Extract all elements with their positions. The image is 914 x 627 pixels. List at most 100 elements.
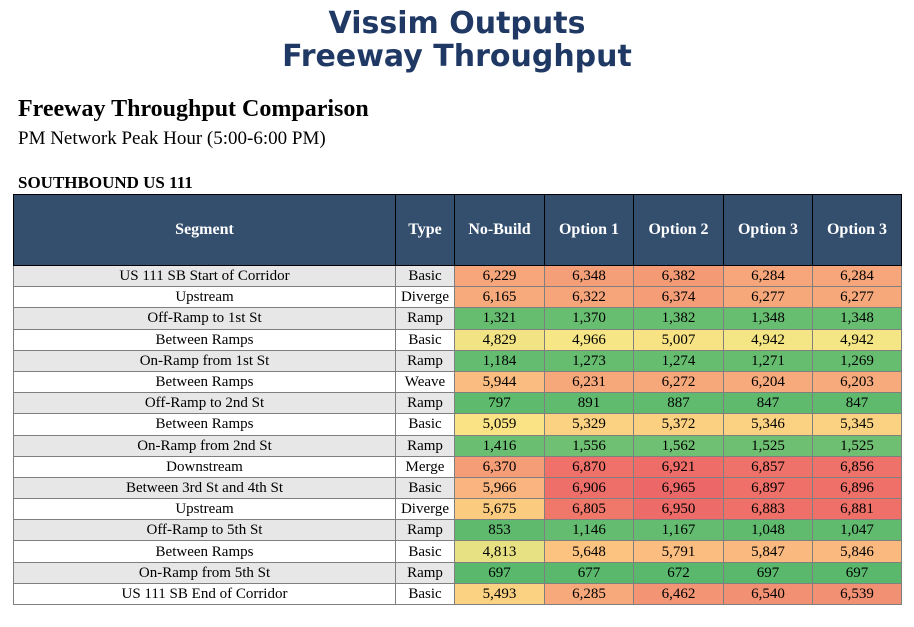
value-cell: 697 [723, 561, 813, 584]
column-header-option-3b: Option 3 [812, 194, 902, 266]
report-heading: Freeway Throughput Comparison [18, 96, 369, 122]
segment-cell: Between 3rd St and 4th St [13, 476, 396, 500]
value-cell: 1,167 [633, 519, 724, 542]
page-title-line2: Freeway Throughput [282, 39, 632, 74]
table-row: US 111 SB End of Corridor Basic 5,493 6,285… [13, 582, 902, 606]
value-cell: 1,047 [812, 519, 902, 542]
segment-cell: US 111 SB Start of Corridor [13, 264, 396, 288]
value-cell: 677 [544, 561, 634, 584]
segment-cell: Off-Ramp to 1st St [13, 307, 396, 330]
value-cell: 6,229 [454, 264, 545, 288]
value-cell: 5,966 [454, 476, 545, 500]
value-cell: 887 [633, 392, 724, 415]
value-cell: 5,372 [633, 413, 724, 436]
value-cell: 1,273 [544, 349, 634, 372]
value-cell: 4,813 [454, 540, 545, 563]
table-row: On-Ramp from 1st St Ramp 1,184 1,273 1,274 1,… [13, 349, 902, 372]
table-row: On-Ramp from 5th St Ramp 697 677 672 697 697 [13, 561, 902, 584]
column-header-option-3: Option 3 [723, 194, 813, 266]
value-cell: 853 [454, 519, 545, 542]
value-cell: 797 [454, 392, 545, 415]
value-cell: 891 [544, 392, 634, 415]
value-cell: 1,556 [544, 434, 634, 457]
report-subheading: PM Network Peak Hour (5:00-6:00 PM) [18, 128, 326, 149]
segment-cell: Upstream [13, 498, 396, 521]
table-row: Between Ramps Basic 4,813 5,648 5,791 5,847 5,… [13, 540, 902, 563]
type-cell: Weave [395, 370, 455, 394]
value-cell: 4,942 [812, 328, 902, 351]
value-cell: 6,883 [723, 498, 813, 521]
value-cell: 4,966 [544, 328, 634, 351]
value-cell: 847 [812, 392, 902, 415]
type-cell: Merge [395, 455, 455, 478]
column-header-segment: Segment [13, 194, 396, 266]
type-cell: Ramp [395, 307, 455, 330]
segment-cell: Between Ramps [13, 540, 396, 563]
value-cell: 6,805 [544, 498, 634, 521]
type-cell: Basic [395, 540, 455, 563]
value-cell: 1,348 [812, 307, 902, 330]
segment-cell: US 111 SB End of Corridor [13, 582, 396, 606]
value-cell: 6,322 [544, 286, 634, 309]
value-cell: 847 [723, 392, 813, 415]
value-cell: 6,272 [633, 370, 724, 394]
table-row: US 111 SB Start of Corridor Basic 6,229 6,3… [13, 264, 902, 288]
segment-cell: Off-Ramp to 2nd St [13, 392, 396, 415]
segment-cell: Downstream [13, 455, 396, 478]
value-cell: 6,965 [633, 476, 724, 500]
value-cell: 1,416 [454, 434, 545, 457]
value-cell: 6,284 [812, 264, 902, 288]
value-cell: 5,944 [454, 370, 545, 394]
value-cell: 6,165 [454, 286, 545, 309]
type-cell: Basic [395, 413, 455, 436]
table-row: Between 3rd St and 4th St Basic 5,966 6,906… [13, 476, 902, 500]
section-heading: SOUTHBOUND US 111 [18, 173, 193, 192]
table-row: Off-Ramp to 1st St Ramp 1,321 1,370 1,382 1,3… [13, 307, 902, 330]
value-cell: 6,856 [812, 455, 902, 478]
value-cell: 5,345 [812, 413, 902, 436]
value-cell: 1,382 [633, 307, 724, 330]
value-cell: 6,950 [633, 498, 724, 521]
value-cell: 6,348 [544, 264, 634, 288]
value-cell: 1,271 [723, 349, 813, 372]
table-row: Between Ramps Weave 5,944 6,231 6,272 6,204 6,… [13, 370, 902, 394]
value-cell: 6,374 [633, 286, 724, 309]
value-cell: 6,896 [812, 476, 902, 500]
value-cell: 1,370 [544, 307, 634, 330]
table-row: Downstream Merge 6,370 6,870 6,921 6,857 6,856 [13, 455, 902, 478]
value-cell: 6,897 [723, 476, 813, 500]
column-header-no-build: No-Build [454, 194, 545, 266]
value-cell: 4,829 [454, 328, 545, 351]
type-cell: Basic [395, 328, 455, 351]
type-cell: Basic [395, 476, 455, 500]
value-cell: 1,525 [723, 434, 813, 457]
value-cell: 6,277 [723, 286, 813, 309]
page-title-line1: Vissim Outputs [328, 6, 586, 41]
value-cell: 6,881 [812, 498, 902, 521]
value-cell: 1,348 [723, 307, 813, 330]
value-cell: 6,284 [723, 264, 813, 288]
table-header-row: Segment Type No-Build Option 1 Option 2 … [13, 194, 902, 266]
value-cell: 1,048 [723, 519, 813, 542]
segment-cell: Between Ramps [13, 370, 396, 394]
value-cell: 1,525 [812, 434, 902, 457]
segment-cell: Between Ramps [13, 328, 396, 351]
value-cell: 1,274 [633, 349, 724, 372]
table-row: Upstream Diverge 5,675 6,805 6,950 6,883 6,881 [13, 498, 902, 521]
column-header-option-1: Option 1 [544, 194, 634, 266]
value-cell: 5,493 [454, 582, 545, 606]
type-cell: Basic [395, 582, 455, 606]
value-cell: 6,382 [633, 264, 724, 288]
value-cell: 6,370 [454, 455, 545, 478]
value-cell: 6,204 [723, 370, 813, 394]
type-cell: Diverge [395, 498, 455, 521]
value-cell: 6,285 [544, 582, 634, 606]
segment-cell: On-Ramp from 5th St [13, 561, 396, 584]
value-cell: 5,059 [454, 413, 545, 436]
type-cell: Basic [395, 264, 455, 288]
segment-cell: Between Ramps [13, 413, 396, 436]
value-cell: 6,906 [544, 476, 634, 500]
type-cell: Ramp [395, 349, 455, 372]
value-cell: 6,857 [723, 455, 813, 478]
value-cell: 5,329 [544, 413, 634, 436]
